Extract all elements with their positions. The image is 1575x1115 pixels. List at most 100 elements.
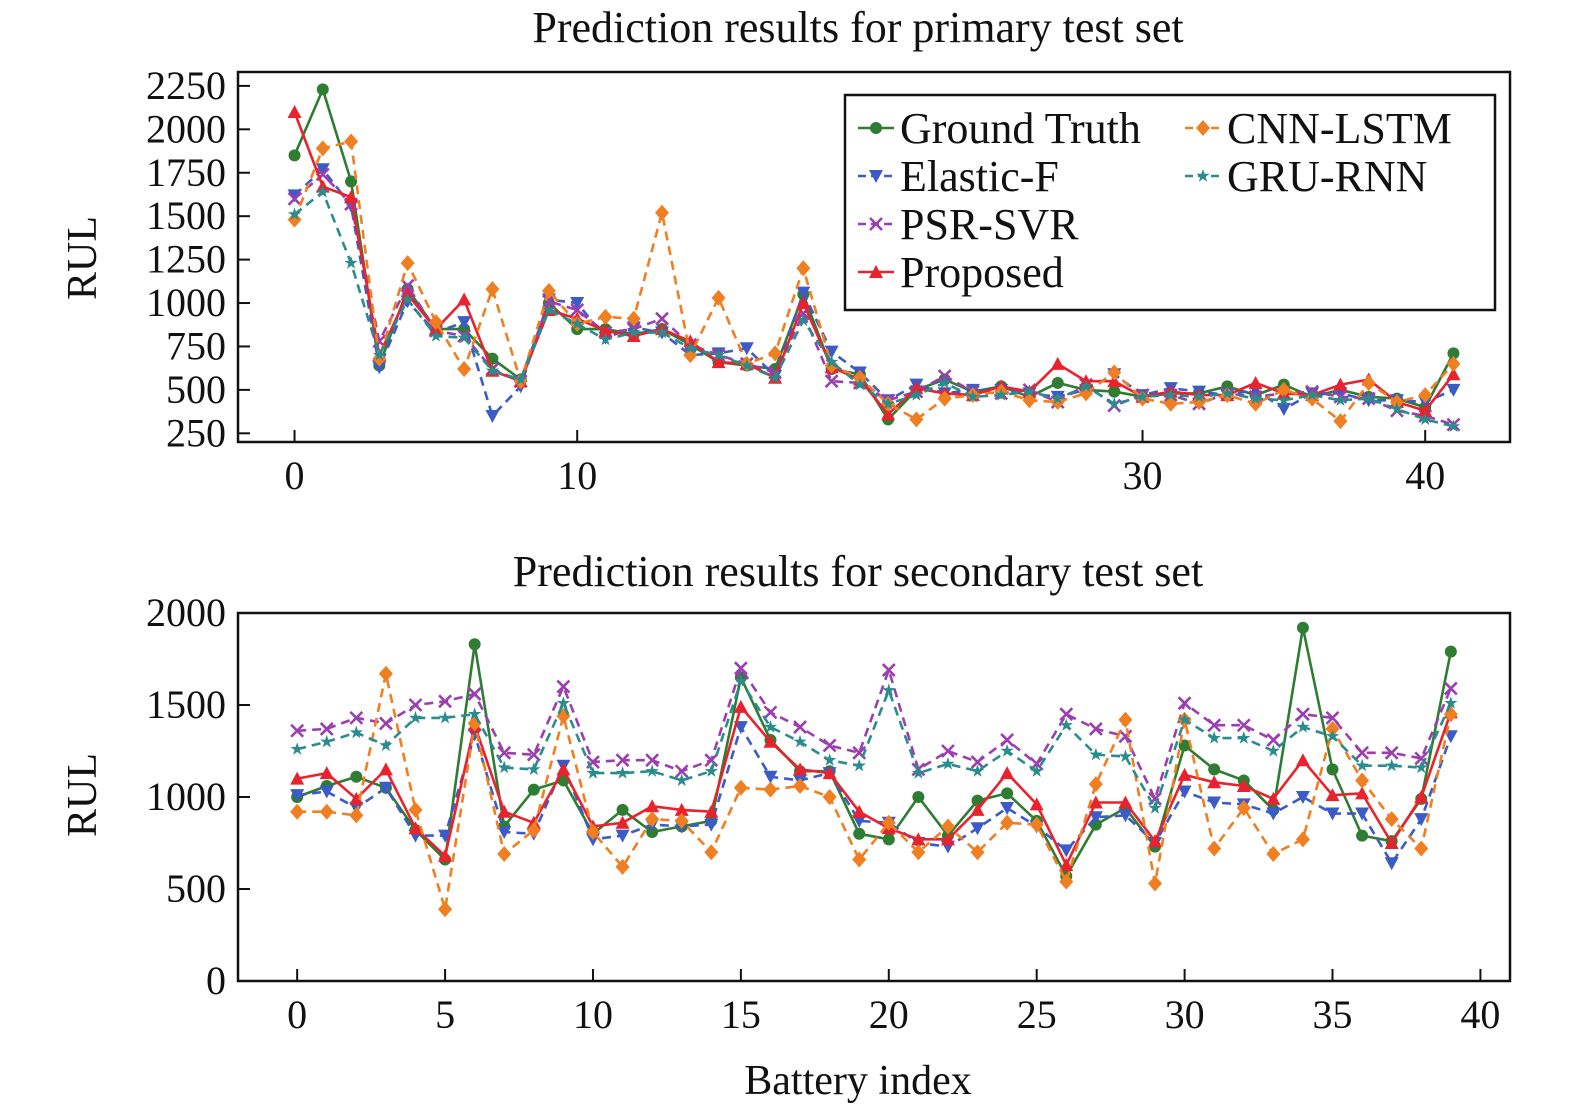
chart-title: Prediction results for primary test set [532, 3, 1183, 52]
series-gru-rnn [290, 674, 1458, 814]
data-point [319, 785, 334, 799]
data-point [822, 766, 837, 780]
data-point [911, 766, 925, 779]
data-point [1276, 402, 1291, 416]
data-point [1248, 391, 1263, 405]
data-point [627, 325, 641, 339]
data-point [438, 848, 453, 862]
data-point [585, 823, 600, 840]
data-point [319, 722, 334, 736]
data-point [763, 705, 778, 720]
data-point [1389, 394, 1404, 411]
data-point [1059, 858, 1074, 872]
data-point [349, 725, 363, 739]
data-point [1022, 384, 1037, 398]
data-point [288, 149, 301, 162]
data-point [400, 292, 415, 306]
data-point [1030, 764, 1044, 777]
data-point [1051, 376, 1064, 389]
data-point [1326, 763, 1339, 776]
y-tick-label: 750 [166, 323, 226, 368]
data-point [938, 375, 952, 389]
data-point [485, 409, 500, 423]
y-tick-label: 1000 [146, 280, 226, 325]
data-point [675, 773, 689, 787]
data-point [655, 325, 669, 339]
data-point [674, 764, 689, 779]
series-cnn-lstm [290, 665, 1458, 918]
data-point [1177, 767, 1192, 781]
data-point [287, 189, 302, 203]
legend-label: Elastic-F [900, 152, 1059, 201]
data-point [733, 721, 748, 735]
data-point [646, 825, 659, 838]
data-point [912, 791, 925, 803]
chart-primary: Prediction results for primary test set … [60, 3, 1512, 498]
data-point [1385, 758, 1399, 772]
data-point [768, 345, 783, 362]
data-point [970, 802, 985, 816]
data-point [1236, 718, 1251, 733]
data-point [1088, 776, 1103, 793]
data-point [400, 278, 415, 293]
data-point [1088, 795, 1103, 809]
data-point [1266, 744, 1280, 757]
x-tick-label: 40 [1460, 992, 1500, 1037]
legend-marker [870, 122, 882, 134]
data-point [372, 348, 386, 361]
data-point [345, 175, 358, 188]
data-point [1220, 386, 1234, 399]
data-point [704, 764, 718, 777]
data-point [1266, 846, 1281, 863]
data-point [733, 779, 748, 796]
data-point [1089, 747, 1103, 761]
data-point [615, 766, 630, 779]
data-point [971, 794, 984, 807]
data-point [1000, 814, 1015, 831]
data-point [319, 803, 334, 820]
y-axis-label: RUL [60, 216, 106, 300]
data-point [1059, 718, 1073, 731]
data-point [457, 292, 472, 306]
data-point [1135, 389, 1150, 403]
data-point [1443, 681, 1458, 696]
data-point [1107, 396, 1121, 410]
data-point [1325, 807, 1340, 821]
x-tick-label: 30 [1165, 992, 1205, 1037]
data-point [1207, 796, 1222, 810]
data-point [1207, 731, 1221, 744]
data-point [852, 851, 867, 868]
data-point [378, 665, 393, 682]
data-point [704, 753, 719, 768]
data-point [1414, 813, 1429, 827]
data-point [1296, 707, 1310, 722]
data-point [1118, 809, 1133, 823]
data-point [793, 734, 807, 748]
y-tick-label: 1000 [146, 774, 226, 819]
x-axis-label: Battery index [744, 1058, 971, 1104]
legend-item: CNN-LSTM [1185, 104, 1452, 153]
data-point [378, 781, 393, 795]
data-point [1355, 807, 1370, 821]
data-point [556, 696, 571, 709]
data-point [1414, 790, 1429, 803]
data-point [1177, 712, 1192, 726]
data-point [1208, 763, 1221, 776]
series-line [296, 704, 1453, 869]
data-point [1384, 811, 1399, 828]
data-point [1418, 412, 1432, 426]
data-point [645, 811, 660, 828]
data-point [970, 822, 985, 836]
data-point [290, 771, 305, 785]
data-point [541, 282, 556, 299]
data-point [429, 329, 443, 342]
data-point [497, 825, 512, 839]
data-point [556, 708, 571, 725]
data-point [1361, 374, 1376, 391]
chart-title: Prediction results for secondary test se… [513, 547, 1203, 596]
data-point [1050, 356, 1065, 370]
y-tick-label: 1750 [146, 150, 226, 195]
data-point [763, 781, 778, 798]
data-point [315, 163, 330, 177]
legend-item: Elastic-F [858, 152, 1059, 201]
